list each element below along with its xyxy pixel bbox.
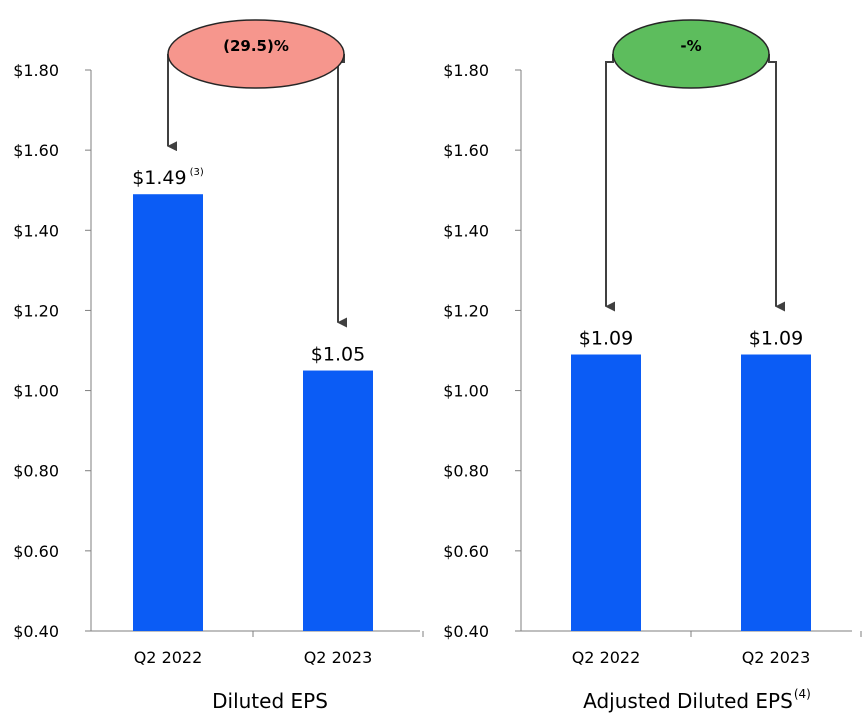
y-tick-label: $1.60	[443, 141, 489, 160]
data-label: $1.09	[579, 328, 633, 350]
chart-title: Adjusted Diluted EPS(4)	[583, 687, 811, 713]
y-tick-label: $0.80	[443, 462, 489, 481]
bar	[303, 370, 373, 631]
x-category-label: Q2 2022	[572, 648, 641, 667]
change-ellipse	[612, 19, 770, 89]
data-label-value: $1.05	[311, 344, 365, 366]
y-tick-label: $1.20	[443, 301, 489, 320]
x-category-label: Q2 2022	[134, 648, 203, 667]
change-label: (29.5)%	[223, 37, 289, 55]
data-label-value: $1.49	[132, 167, 186, 189]
chart-title: Diluted EPS	[212, 689, 328, 713]
y-tick-label: $0.40	[13, 622, 59, 641]
data-label-value: $1.09	[749, 328, 803, 350]
data-label: $1.09	[749, 328, 803, 350]
y-tick-label: $1.00	[443, 382, 489, 401]
data-label-value: $1.09	[579, 328, 633, 350]
y-tick-label: $1.00	[13, 382, 59, 401]
data-label: $1.49 (3)	[132, 167, 204, 189]
bar	[571, 354, 641, 631]
y-tick-label: $0.60	[13, 542, 59, 561]
chart-panel-1: $0.40 $0.60 $0.80 $1.00 $1.20 $1.40 $1.60 $1.80…	[13, 19, 424, 713]
data-label: $1.05	[311, 344, 365, 366]
chart-title-text: Diluted EPS	[212, 689, 328, 713]
y-tick-label: $0.60	[443, 542, 489, 561]
y-tick-label: $1.40	[443, 221, 489, 240]
y-tick-label: $1.80	[13, 61, 59, 80]
y-tick-label: $0.80	[13, 462, 59, 481]
y-tick-label: $1.40	[13, 221, 59, 240]
change-arrow	[605, 54, 615, 312]
change-arrow	[337, 54, 347, 328]
y-tick-label: $0.40	[443, 622, 489, 641]
bar	[741, 354, 811, 631]
change-ellipse	[167, 19, 345, 89]
x-category-label: Q2 2023	[304, 648, 373, 667]
chart-title-footnote: (4)	[794, 687, 811, 701]
change-arrow	[768, 54, 785, 312]
x-category-label: Q2 2023	[742, 648, 811, 667]
y-tick-label: $1.60	[13, 141, 59, 160]
chart-title-text: Adjusted Diluted EPS	[583, 689, 793, 713]
data-label-footnote: (3)	[190, 167, 204, 178]
bar	[133, 194, 203, 631]
chart-panel-2: $0.40 $0.60 $0.80 $1.00 $1.20 $1.40 $1.60 $1.80…	[443, 19, 862, 713]
y-tick-label: $1.80	[443, 61, 489, 80]
y-tick-label: $1.20	[13, 301, 59, 320]
change-label: -%	[680, 37, 701, 55]
